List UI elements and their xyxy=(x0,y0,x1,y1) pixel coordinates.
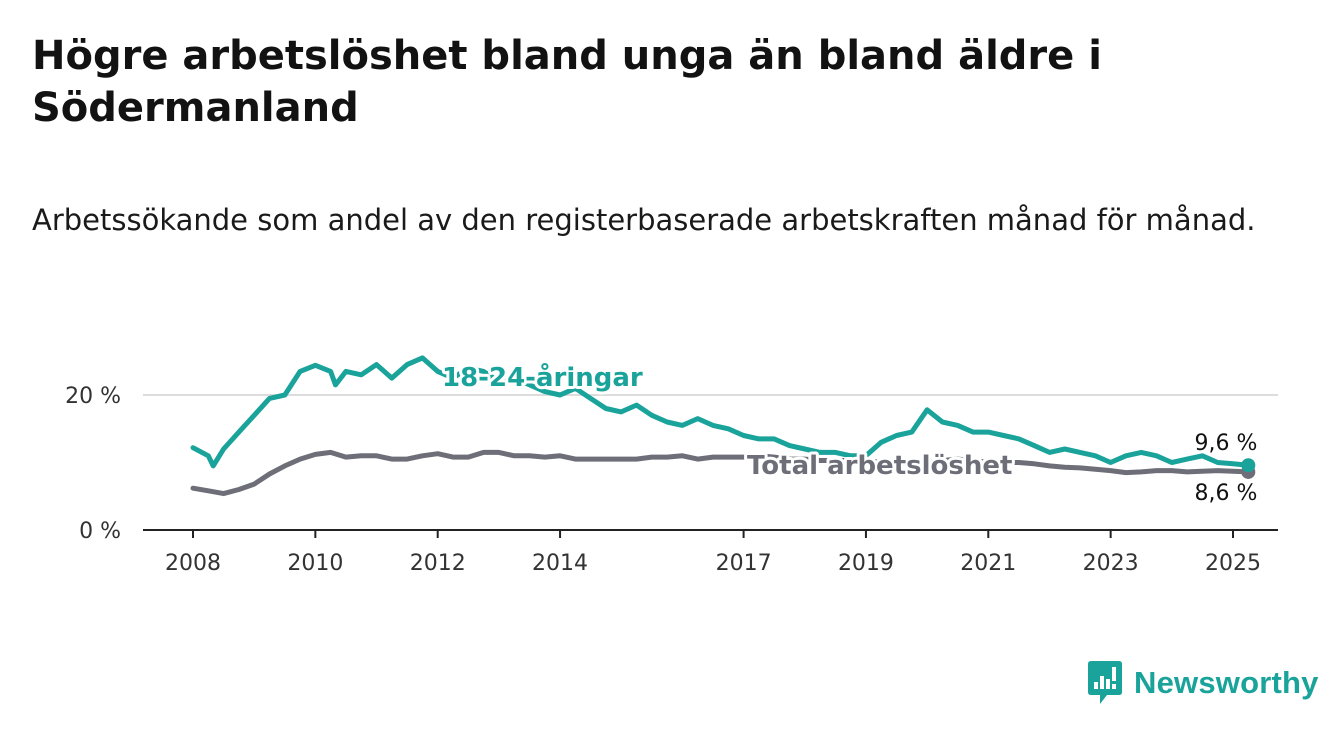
chart-title: Högre arbetslöshet bland unga än bland ä… xyxy=(32,33,1102,131)
y-tick-label: 0 % xyxy=(79,519,121,544)
x-tick-label: 2025 xyxy=(1205,551,1261,576)
x-tick-label: 2023 xyxy=(1083,551,1139,576)
chart-subtitle: Arbetssökande som andel av den registerb… xyxy=(32,203,1256,237)
x-tick-label: 2021 xyxy=(960,551,1016,576)
end-value-label-youth: 9,6 % xyxy=(1195,431,1258,456)
series-line-youth xyxy=(190,355,1251,469)
x-tick-label: 2014 xyxy=(532,551,588,576)
line-chart: 0 % 20 % 2008 2010 2012 2014 2017 2019 2021 2023 2… xyxy=(65,355,1278,576)
label-layer: 0 % 20 % 2008 2010 2012 2014 2017 2019 2021 2023 2… xyxy=(65,358,1261,576)
series-line-total xyxy=(190,449,1251,497)
newsworthy-logo-icon xyxy=(1088,661,1122,704)
series-layer xyxy=(190,355,1256,497)
brand-name: Newsworthy xyxy=(1134,665,1319,700)
series-label-youth: 18-24-åringar xyxy=(442,361,643,393)
series-label-total: Total arbetslöshet xyxy=(747,451,1012,481)
x-tick-label: 2019 xyxy=(838,551,894,576)
end-value-label-total: 8,6 % xyxy=(1195,481,1258,506)
y-tick-label: 20 % xyxy=(65,384,121,409)
x-tick-label: 2012 xyxy=(410,551,466,576)
grid-layer xyxy=(143,394,1278,538)
newsworthy-logo: Newsworthy xyxy=(1088,660,1319,706)
x-tick-label: 2010 xyxy=(287,551,343,576)
series-end-point-youth xyxy=(1241,458,1256,473)
x-tick-label: 2017 xyxy=(716,551,772,576)
x-tick-label: 2008 xyxy=(165,551,221,576)
